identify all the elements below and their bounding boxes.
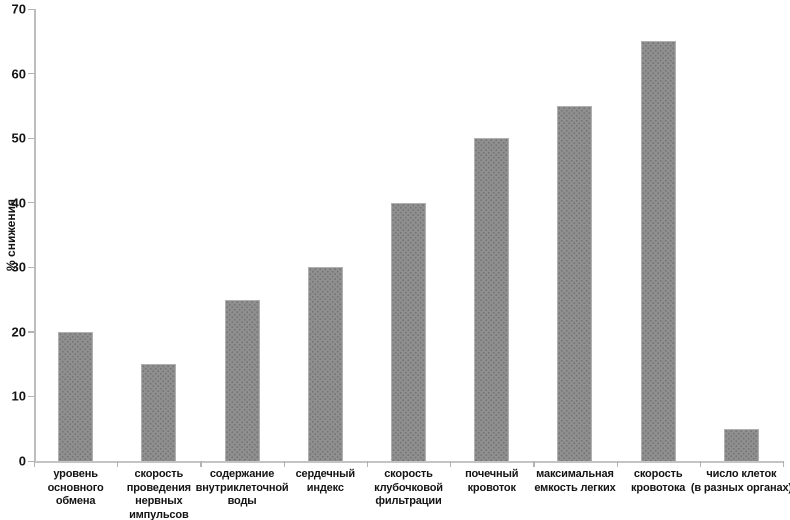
bar (557, 105, 593, 461)
category-label: почечный кровоток (465, 468, 519, 494)
x-tick (366, 461, 369, 467)
y-axis-line (34, 9, 36, 461)
y-tick (28, 73, 34, 75)
category-label: скорость проведения нервных импульсов (126, 468, 191, 520)
y-tick (28, 8, 34, 10)
y-tick-label: 30 (11, 259, 26, 275)
x-tick (450, 461, 452, 467)
x-tick (616, 461, 618, 467)
y-tick (28, 395, 34, 398)
x-tick (699, 461, 701, 467)
bar (391, 202, 426, 461)
x-axis-line (34, 461, 784, 463)
bar (141, 364, 177, 461)
y-tick (28, 266, 34, 268)
category-label: число клеток (в разных органах) (690, 468, 790, 494)
category-label: сердечный индекс (295, 468, 355, 494)
category-label: содержание внутриклеточной воды (195, 468, 289, 507)
y-tick-label: 50 (11, 130, 26, 146)
y-tick (28, 331, 34, 333)
y-tick-label: 0 (18, 453, 26, 469)
x-tick (200, 461, 202, 467)
category-label: скорость кровотока (631, 468, 686, 494)
bar (640, 41, 676, 461)
y-tick-label: 10 (11, 388, 26, 404)
y-tick (28, 460, 34, 462)
y-tick-label: 70 (11, 1, 26, 17)
y-tick-label: 20 (11, 324, 26, 340)
x-tick (533, 461, 535, 467)
x-tick (283, 461, 285, 467)
y-tick (28, 202, 34, 204)
y-tick (28, 137, 34, 139)
category-label: уровень основного обмена (47, 468, 104, 507)
bar (723, 428, 759, 461)
bar (58, 331, 94, 461)
bar (224, 299, 260, 461)
x-tick (117, 461, 119, 467)
y-tick-label: 40 (11, 195, 26, 211)
x-tick (783, 461, 785, 467)
category-label: скорость клубочковой фильтрации (374, 468, 443, 507)
bar (474, 138, 510, 461)
bar (307, 267, 343, 461)
category-label: максимальная емкость легких (534, 468, 616, 494)
y-tick-label: 60 (11, 66, 26, 82)
x-tick (34, 461, 36, 467)
